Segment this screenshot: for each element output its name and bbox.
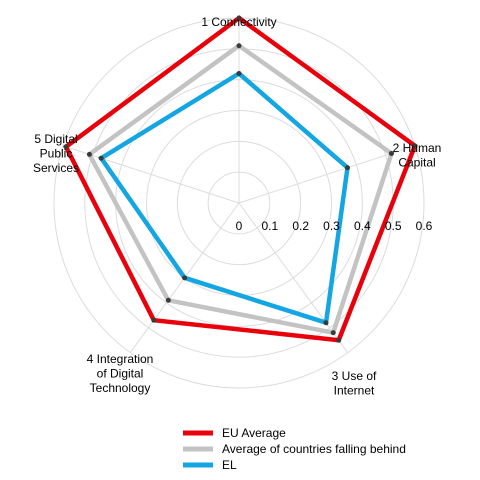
series-line — [97, 70, 350, 326]
tick-label: 0.2 — [292, 219, 309, 233]
tick-label: 0.6 — [416, 219, 433, 233]
series-line — [86, 42, 395, 336]
data-point — [236, 15, 242, 21]
grid-spoke — [238, 145, 416, 204]
series-line — [63, 15, 418, 343]
axis-label-line: Internet — [334, 384, 375, 398]
axis-label-group: 1 Connectivity 2 Human Capital 3 Use of Inte… — [33, 15, 441, 398]
data-point — [323, 320, 329, 326]
tick-label-group: 0 0.1 0.2 0.3 0.4 0.5 0.6 — [236, 219, 433, 233]
axis-label-line: of Digital — [97, 367, 144, 381]
axis-label-line: Services — [33, 161, 79, 175]
tick-label: 0.3 — [323, 219, 340, 233]
axis-label: 3 Use of Internet — [332, 369, 377, 398]
tick-label: 0.1 — [261, 219, 278, 233]
data-point — [165, 297, 171, 303]
axis-label: 1 Connectivity — [201, 15, 276, 29]
axis-label-line: 2 Human — [393, 141, 442, 155]
series-layer — [63, 15, 418, 343]
data-point — [336, 337, 342, 343]
data-point — [236, 71, 242, 76]
axis-label: 5 Digital Public Services — [33, 132, 79, 175]
legend-label: EU Average — [222, 426, 286, 440]
axis-label: 4 Integration of Digital Technology — [87, 352, 154, 395]
axis-label-line: 3 Use of — [332, 369, 377, 383]
axis-label-line: Public — [40, 147, 73, 161]
tick-label: 0.5 — [385, 219, 402, 233]
axis-label: 2 Human Capital — [393, 141, 442, 170]
data-point — [151, 317, 157, 323]
data-point — [182, 275, 188, 281]
axis-label-line: Capital — [398, 156, 435, 170]
axis-label-line: 5 Digital — [34, 132, 77, 146]
axis-label-line: Technology — [90, 381, 151, 395]
data-point — [236, 43, 242, 49]
data-point — [86, 151, 92, 157]
data-point — [344, 165, 350, 171]
data-point — [388, 150, 394, 156]
data-point — [98, 155, 104, 161]
data-point — [412, 143, 418, 149]
grid-spoke — [238, 202, 349, 353]
tick-label: 0 — [236, 219, 243, 233]
axis-label-line: 1 Connectivity — [201, 15, 276, 29]
data-point — [63, 144, 69, 150]
axis-label-line: 4 Integration — [87, 352, 154, 366]
legend: EU Average Average of countries falling b… — [183, 426, 406, 472]
legend-label: EL — [222, 458, 237, 472]
tick-label: 0.4 — [354, 219, 371, 233]
legend-label: Average of countries falling behind — [222, 442, 406, 456]
data-point — [330, 330, 336, 336]
